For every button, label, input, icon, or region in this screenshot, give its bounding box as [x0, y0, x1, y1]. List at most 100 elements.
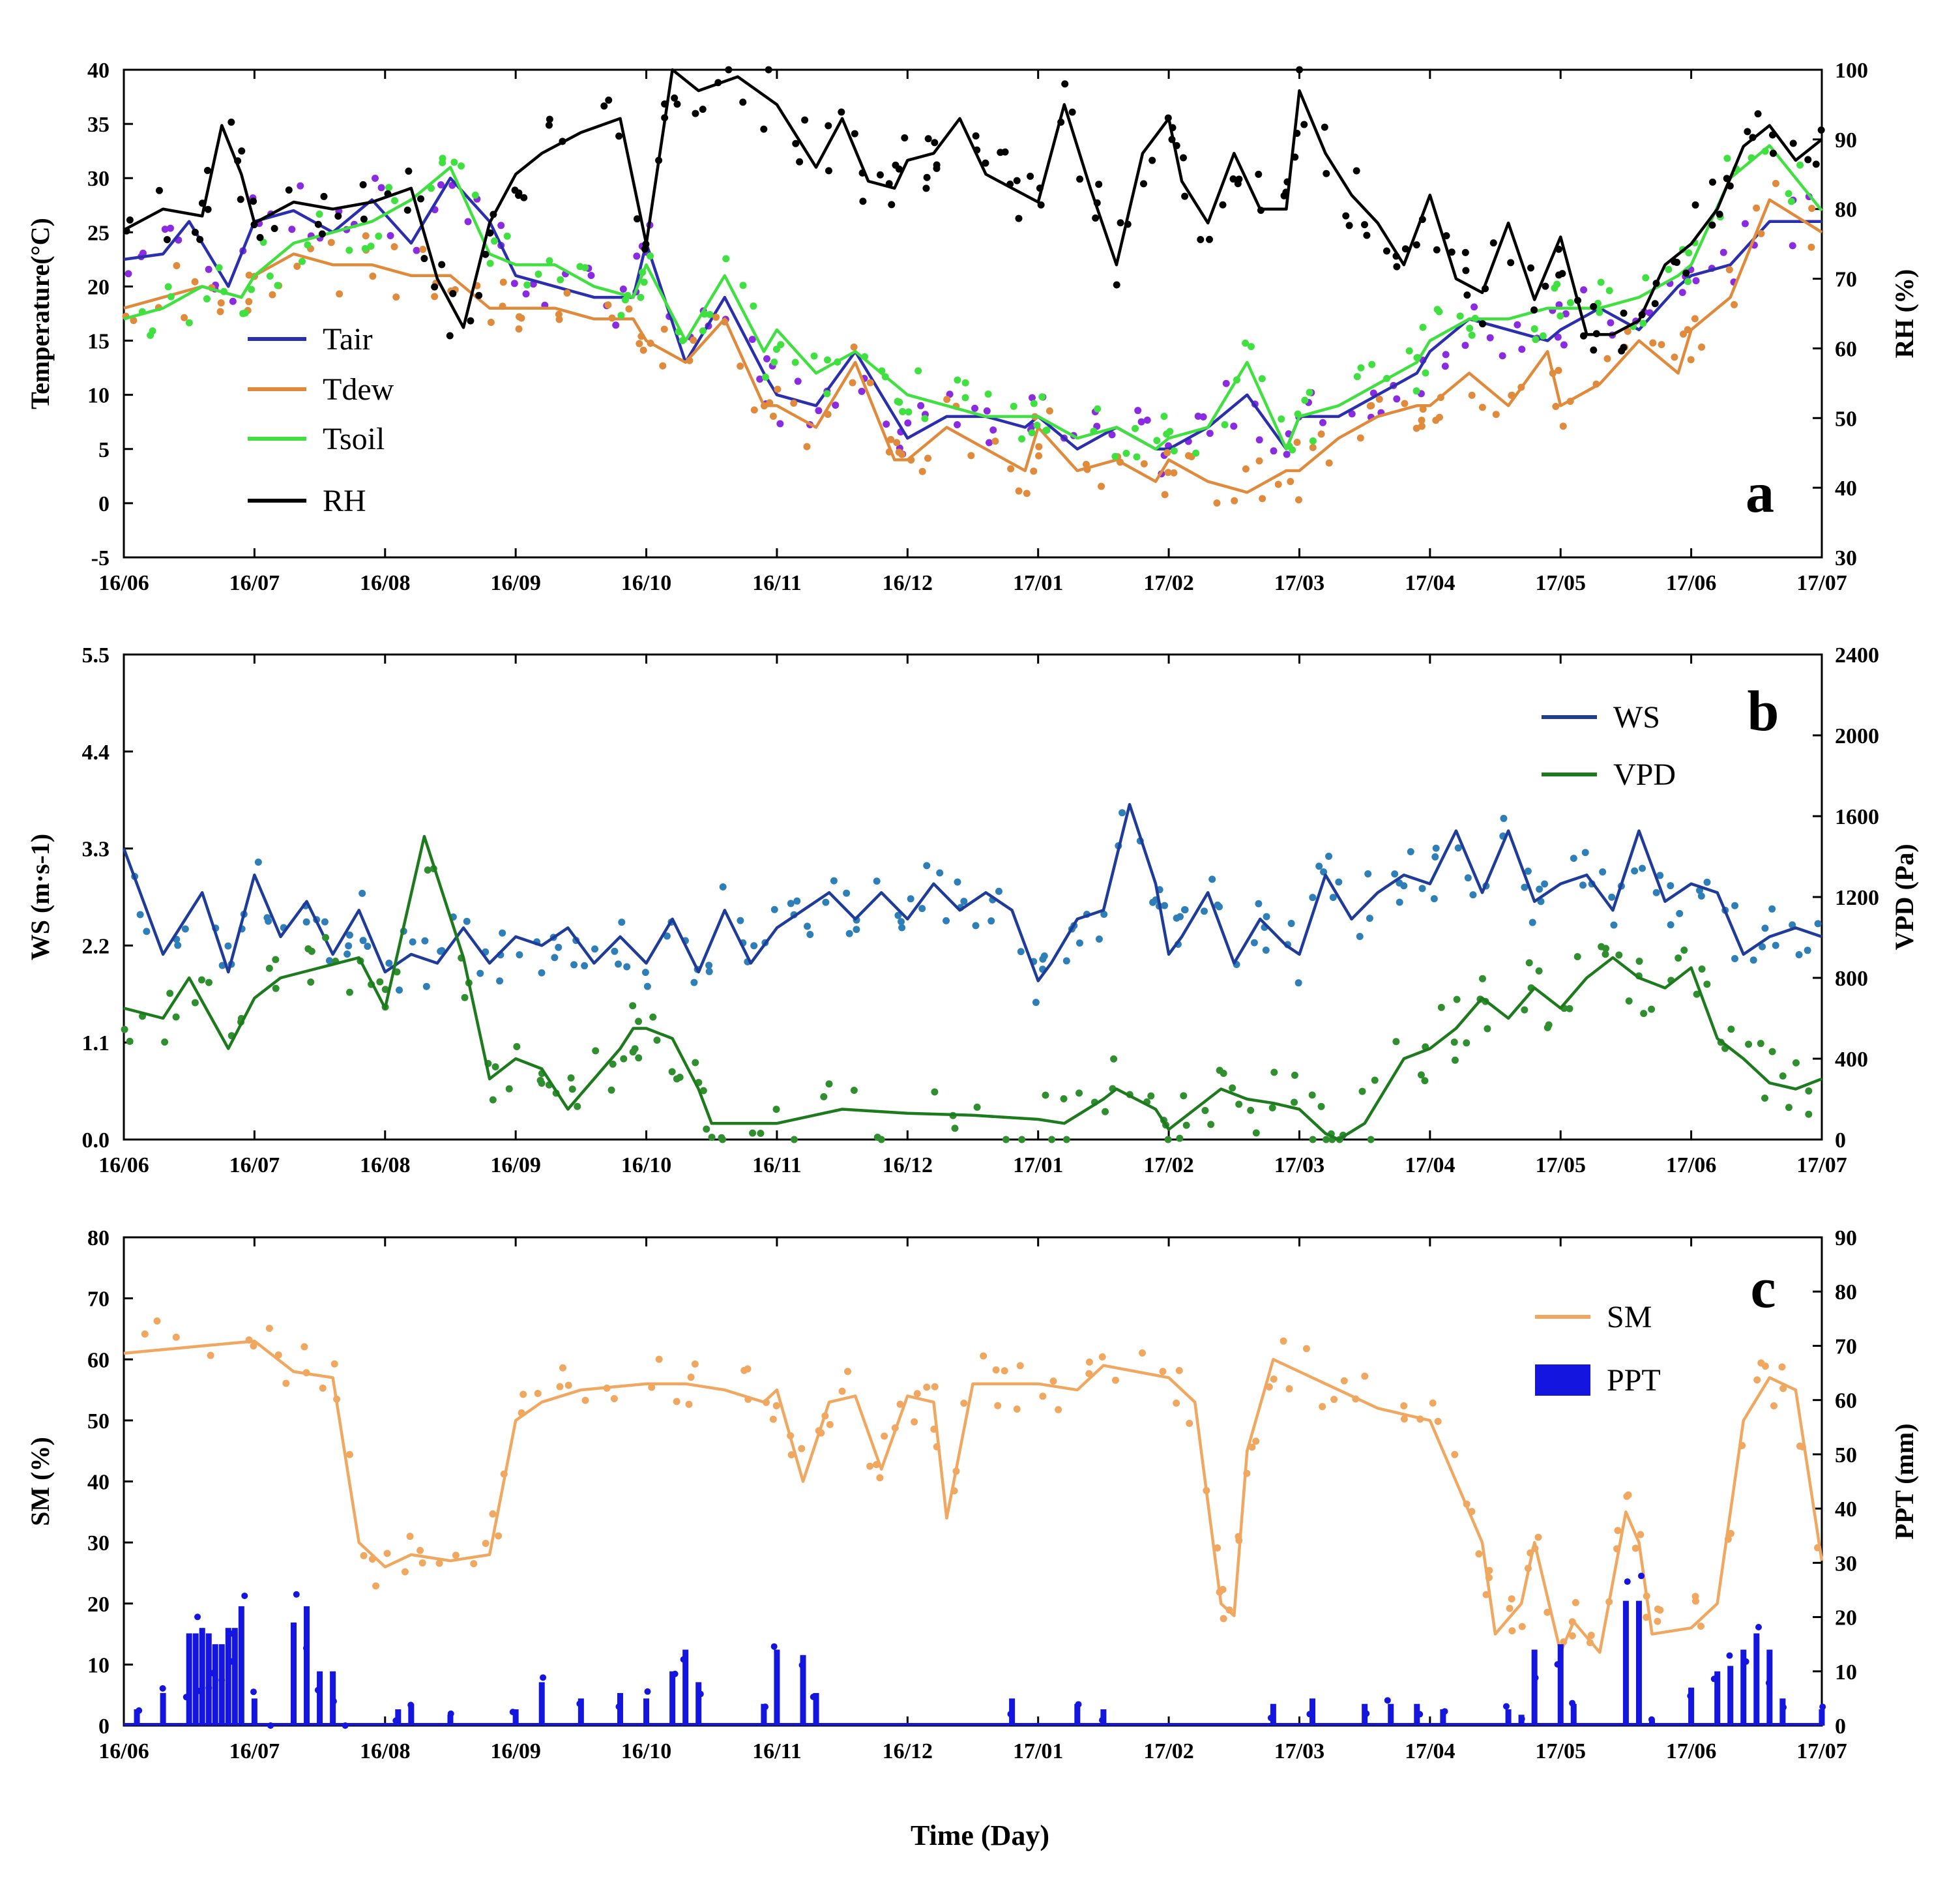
tdew-point: [924, 454, 932, 462]
ws-point: [1731, 954, 1739, 962]
ppt-bar: [134, 1709, 140, 1726]
tsoil-point: [1309, 437, 1317, 445]
sm-point: [300, 1343, 308, 1351]
y-tick-label: 80: [87, 1226, 110, 1250]
ppt-bar: [1714, 1671, 1721, 1726]
y-tick-label: 10: [87, 1653, 110, 1677]
rh-point: [1015, 214, 1023, 222]
tair-point: [413, 246, 420, 254]
sm-point: [153, 1317, 161, 1325]
ws-point: [690, 979, 698, 986]
tair-point: [904, 419, 912, 427]
ws-point: [570, 961, 578, 969]
tair-point: [986, 439, 993, 447]
ppt-bar: [761, 1703, 767, 1726]
tair-point: [1143, 416, 1151, 424]
tsoil-point: [557, 276, 564, 284]
ws-point: [463, 917, 471, 925]
rh-point: [359, 181, 367, 188]
y-tick-label: 0: [98, 1715, 110, 1739]
tair-point: [1562, 310, 1570, 317]
y2-axis-title: RH (%): [1890, 269, 1919, 359]
sm-point: [980, 1352, 987, 1360]
tdew-point: [1375, 395, 1383, 403]
ws-point: [995, 887, 1002, 895]
tsoil-point: [1028, 429, 1036, 437]
panel-letter-a: a: [1746, 462, 1774, 525]
tdew-point: [217, 299, 225, 307]
legend-tsoil-label: Tsoil: [323, 422, 385, 456]
x-tick-label: 16/08: [360, 1153, 410, 1177]
sm-point: [1285, 1385, 1293, 1392]
rh-point: [1507, 259, 1515, 267]
tair-point: [1678, 289, 1686, 297]
sm-point: [1631, 1544, 1639, 1552]
ws-point: [770, 905, 778, 913]
tair-point: [1486, 334, 1494, 342]
vpd-point: [873, 1133, 881, 1141]
vpd-point: [1309, 1136, 1317, 1143]
ws-point: [181, 925, 189, 933]
tsoil-point: [640, 278, 648, 286]
tsoil-point: [1242, 339, 1250, 347]
y2-tick-label: 60: [1835, 1389, 1857, 1413]
ws-point: [396, 986, 403, 994]
ws-point: [1524, 867, 1532, 875]
tair-point: [794, 377, 802, 385]
rh-point: [615, 132, 623, 140]
tair-point: [946, 390, 954, 398]
rh-point: [1061, 80, 1069, 88]
tdew-point: [487, 319, 495, 327]
rh-point: [431, 283, 439, 291]
tdew-point: [1772, 179, 1779, 187]
ws-point: [496, 977, 504, 985]
ppt-point: [770, 1643, 778, 1650]
sm-point: [1219, 1585, 1227, 1593]
sm-point: [345, 1450, 353, 1458]
tdew-point: [1325, 459, 1333, 467]
rh-point: [1682, 269, 1690, 277]
x-tick-label: 17/04: [1405, 1153, 1455, 1177]
ppt-point: [697, 1690, 704, 1698]
tair-point: [167, 224, 175, 232]
legend-sm-label: SM: [1607, 1300, 1652, 1334]
rh-point: [1001, 148, 1009, 156]
x-tick-label: 16/12: [883, 1739, 933, 1763]
sm-point: [559, 1364, 566, 1372]
rh-point: [1117, 219, 1124, 227]
rh-point: [1360, 221, 1368, 229]
ppt-bar: [447, 1715, 454, 1726]
tdew-point: [130, 317, 138, 325]
rh-point: [320, 192, 328, 200]
ws-point: [1676, 909, 1684, 917]
ppt-point: [407, 1701, 415, 1709]
tdew-point: [1231, 497, 1238, 505]
y-tick-label: -5: [91, 546, 110, 570]
tsoil-point: [1038, 393, 1046, 401]
tdew-point: [1046, 407, 1053, 415]
y2-tick-label: 90: [1835, 128, 1857, 153]
ppt-point: [227, 1630, 234, 1637]
y2-tick-label: 10: [1835, 1660, 1857, 1685]
vpd-point: [121, 1025, 128, 1033]
y2-tick-label: 80: [1835, 1280, 1857, 1304]
y-tick-label: 1.1: [82, 1031, 110, 1055]
tsoil-point: [646, 252, 654, 260]
ppt-point: [1532, 1674, 1539, 1681]
tdew-point: [245, 271, 253, 279]
vpd-point: [1164, 1136, 1172, 1143]
ws-point: [1161, 902, 1169, 909]
ws-line: [122, 802, 1822, 982]
tdew-point: [1432, 417, 1440, 424]
ws-point: [641, 969, 649, 977]
vpd-point: [1147, 1092, 1155, 1100]
vpd-point: [381, 986, 389, 994]
y2-tick-label: 60: [1835, 337, 1857, 361]
y2-tick-label: 100: [1835, 59, 1868, 83]
rh-point: [314, 220, 322, 228]
ws-point: [1418, 885, 1426, 892]
ws-point: [1263, 913, 1270, 920]
ws-point: [1703, 878, 1711, 886]
ws-point: [538, 969, 546, 977]
tair-point: [633, 252, 641, 260]
